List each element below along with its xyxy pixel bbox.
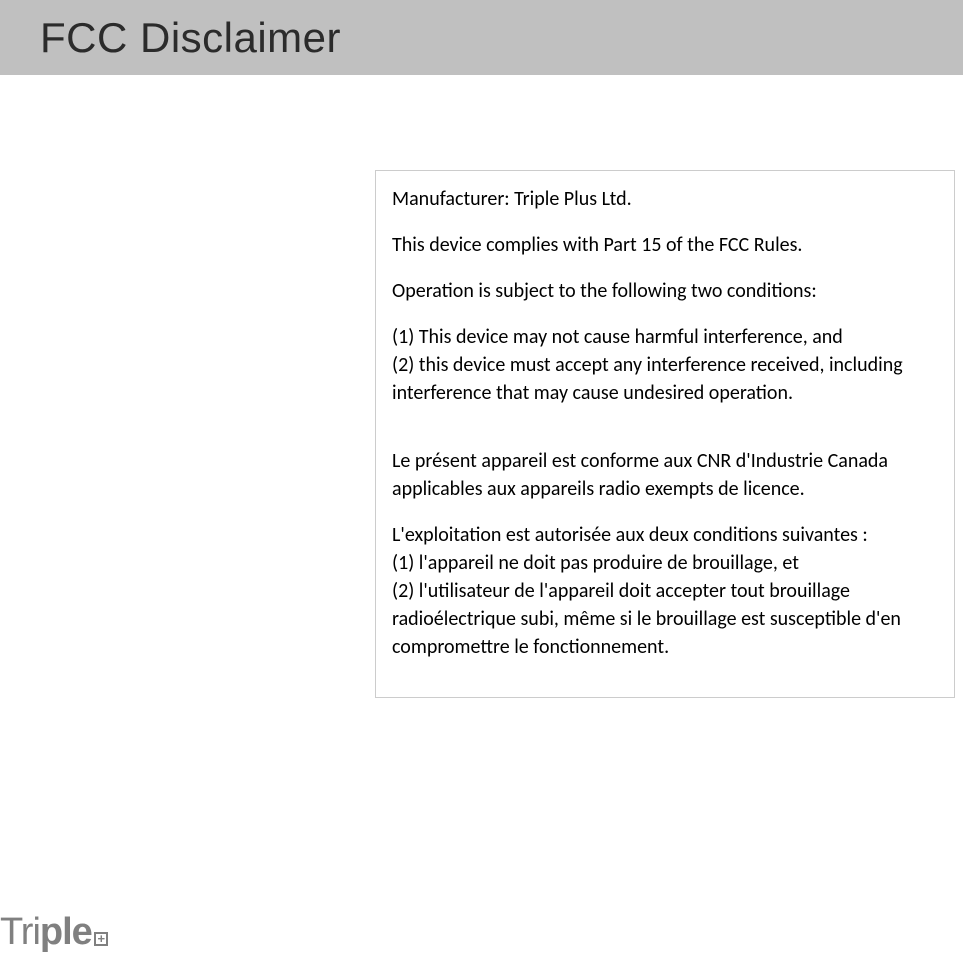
logo-plus: + [94, 932, 108, 946]
condition-2-en: (2) this device must accept any interfer… [392, 351, 938, 407]
fr-operation-intro: L'exploitation est autorisée aux deux co… [392, 521, 938, 549]
condition-1-fr: (1) l'appareil ne doit pas produire de b… [392, 549, 938, 577]
logo-part2: ple [40, 911, 92, 954]
operation-intro: Operation is subject to the following tw… [392, 277, 938, 305]
logo-part1: Tri [0, 911, 40, 954]
condition-1-en: (1) This device may not cause harmful in… [392, 323, 938, 351]
compliance-line: This device complies with Part 15 of the… [392, 231, 938, 259]
header-bar: FCC Disclaimer [0, 0, 963, 75]
manufacturer-line: Manufacturer: Triple Plus Ltd. [392, 185, 938, 213]
fr-intro: Le présent appareil est conforme aux CNR… [392, 447, 938, 503]
disclaimer-content: Manufacturer: Triple Plus Ltd. This devi… [375, 170, 955, 698]
condition-2-fr: (2) l'utilisateur de l'appareil doit acc… [392, 577, 938, 661]
spacer [392, 425, 938, 447]
page-title: FCC Disclaimer [40, 14, 341, 62]
triple-plus-logo: Triple+ [0, 911, 106, 954]
